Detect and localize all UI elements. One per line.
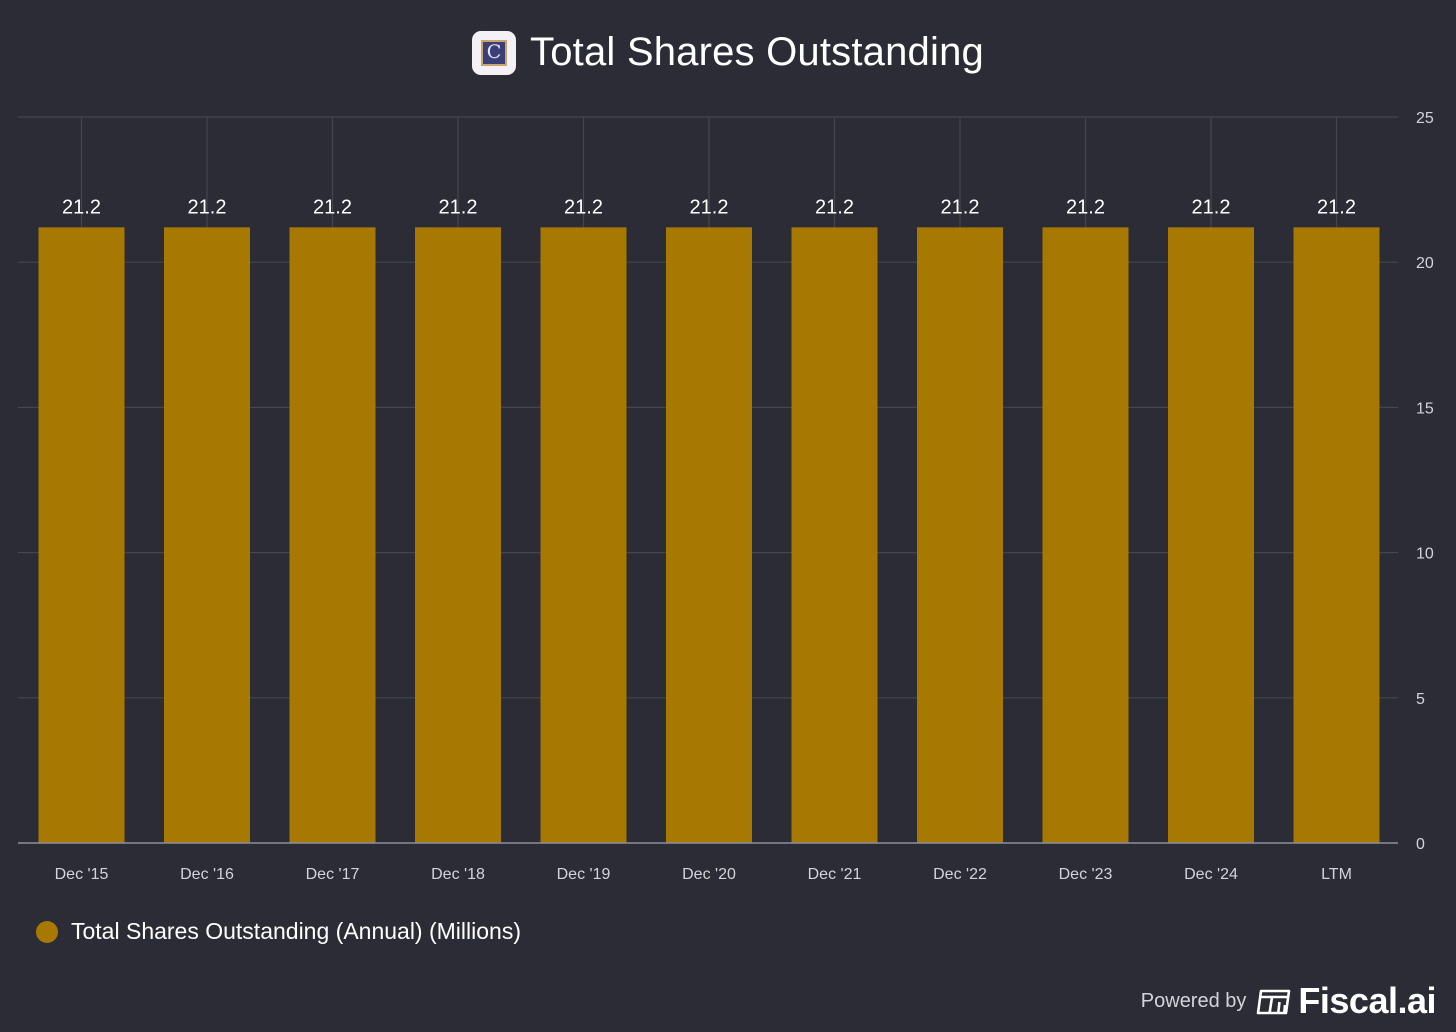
x-tick-label: Dec '19	[557, 866, 611, 883]
y-tick-label: 5	[1416, 691, 1425, 708]
x-tick-label: Dec '20	[682, 866, 736, 883]
chart-header: C Total Shares Outstanding	[0, 30, 1456, 75]
bar	[791, 227, 878, 844]
bar	[540, 227, 627, 844]
bar	[666, 227, 752, 844]
y-tick-label: 20	[1416, 255, 1434, 272]
logo-letter: C	[481, 39, 508, 66]
chart-title: Total Shares Outstanding	[530, 30, 984, 74]
powered-by-text: Powered by	[1140, 989, 1247, 1012]
fiscal-ai-logo-icon	[1257, 989, 1291, 1015]
y-tick-label: 25	[1416, 110, 1434, 127]
bar	[1168, 227, 1254, 844]
data-label: 21.2	[188, 196, 227, 218]
y-tick-label: 0	[1416, 836, 1425, 853]
data-label: 21.2	[1192, 196, 1231, 218]
brand-name: Fiscal.ai	[1298, 980, 1436, 1021]
x-tick-label: Dec '15	[55, 866, 109, 883]
y-tick-label: 15	[1416, 400, 1434, 417]
x-tick-label: Dec '17	[306, 866, 360, 883]
x-tick-label: Dec '22	[933, 866, 987, 883]
bar	[1293, 227, 1380, 844]
legend: Total Shares Outstanding (Annual) (Milli…	[36, 918, 521, 945]
data-label: 21.2	[1317, 196, 1356, 218]
data-label: 21.2	[1066, 196, 1105, 218]
data-label: 21.2	[690, 196, 729, 218]
x-tick-label: Dec '18	[431, 866, 485, 883]
legend-swatch	[36, 920, 58, 943]
bar	[917, 227, 1003, 844]
y-tick-label: 10	[1416, 546, 1434, 563]
x-tick-label: Dec '24	[1184, 866, 1238, 883]
bar	[289, 227, 376, 844]
x-tick-label: Dec '23	[1059, 866, 1113, 883]
company-logo-icon: C	[472, 30, 517, 75]
x-tick-label: Dec '21	[808, 866, 862, 883]
bar	[38, 227, 125, 844]
data-label: 21.2	[62, 196, 101, 218]
bar	[415, 227, 501, 844]
bar	[1042, 227, 1129, 844]
data-label: 21.2	[941, 196, 980, 218]
legend-label: Total Shares Outstanding (Annual) (Milli…	[71, 918, 521, 944]
data-label: 21.2	[439, 196, 478, 218]
data-label: 21.2	[815, 196, 854, 218]
data-label: 21.2	[313, 196, 352, 218]
footer-branding: Powered by Fiscal.ai	[1140, 980, 1437, 1022]
x-tick-label: LTM	[1321, 866, 1352, 883]
x-tick-label: Dec '16	[180, 866, 234, 883]
data-label: 21.2	[564, 196, 603, 218]
bar	[164, 227, 250, 844]
